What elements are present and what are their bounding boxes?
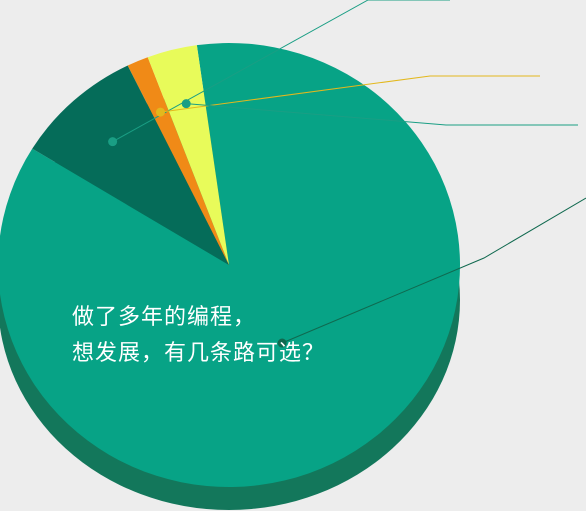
caption-line-1: 做了多年的编程，	[72, 305, 257, 330]
leader-dot-4	[277, 338, 287, 348]
leader-dot-2	[155, 107, 165, 117]
pie-slice-1	[0, 43, 460, 487]
leader-line-4	[281, 197, 586, 344]
leader-line-2	[160, 75, 540, 113]
pie-slice-2	[32, 65, 229, 266]
caption-line-2: 想发展，有几条路可选？	[72, 341, 326, 366]
leader-dot-1	[108, 137, 118, 147]
pie-slice-4	[147, 45, 229, 265]
leader-line-3	[186, 103, 578, 126]
chart-caption: 做了多年的编程， 想发展，有几条路可选？	[72, 300, 325, 372]
leader-dot-3	[181, 99, 191, 109]
pie-slice-3	[127, 57, 229, 266]
leader-line-1	[112, 0, 450, 143]
